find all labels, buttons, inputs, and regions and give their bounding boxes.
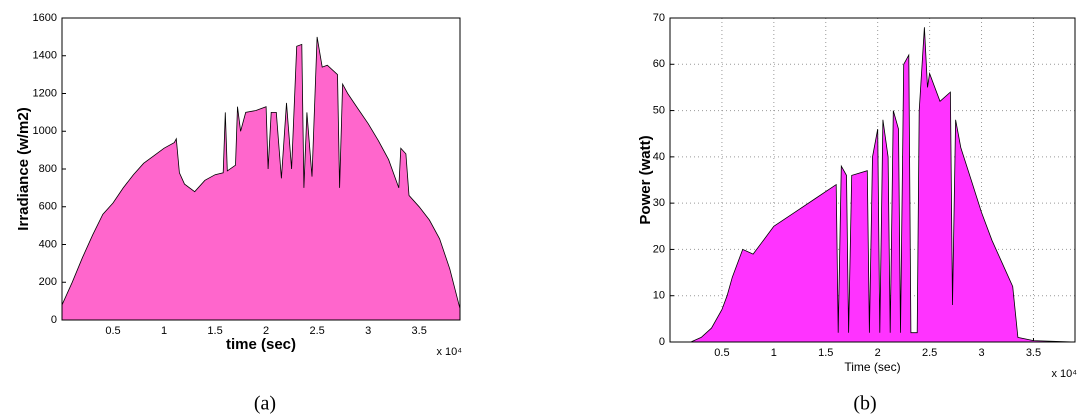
area-edge: [670, 27, 1076, 343]
y-tick-label: 0: [659, 336, 665, 348]
y-tick-label: 0: [51, 314, 57, 326]
x-tick-label: 0.5: [105, 325, 120, 337]
x-tick-label: 1: [771, 347, 777, 359]
y-tick-label: 10: [653, 290, 665, 302]
x-multiplier: x 10⁴: [436, 346, 462, 358]
x-tick-label: 1.5: [818, 347, 833, 359]
x-tick-label: 3: [978, 347, 984, 359]
y-tick-label: 1600: [33, 12, 57, 24]
axes-box: [669, 17, 1076, 343]
x-axis-label: time (sec): [226, 336, 296, 353]
x-multiplier: x 10⁴: [1051, 368, 1077, 380]
y-axis-label: Irradiance (w/m2): [15, 107, 32, 230]
y-tick-label: 20: [653, 243, 665, 255]
x-tick-label: 3.5: [412, 325, 427, 337]
x-tick-label: 1.5: [207, 325, 222, 337]
y-tick-label: 600: [39, 201, 57, 213]
y-tick-label: 50: [653, 104, 665, 116]
y-tick-label: 800: [39, 163, 57, 175]
x-axis-label: Time (sec): [844, 360, 900, 374]
y-tick-label: 400: [39, 238, 57, 250]
caption: (b): [853, 393, 876, 415]
x-tick-label: 2.5: [922, 347, 937, 359]
y-tick-label: 70: [653, 12, 665, 24]
y-tick-label: 1000: [33, 125, 57, 137]
caption: (a): [254, 393, 276, 415]
x-tick-label: 3: [365, 325, 371, 337]
y-tick-label: 30: [653, 197, 665, 209]
x-tick-label: 2.5: [309, 325, 324, 337]
x-tick-label: 2: [875, 347, 881, 359]
x-tick-label: 2: [263, 325, 269, 337]
area: [670, 27, 1075, 343]
x-tick-label: 3.5: [1026, 347, 1041, 359]
y-axis-label: Power (watt): [637, 135, 654, 224]
y-tick-label: 200: [39, 276, 57, 288]
y-tick-label: 60: [653, 58, 665, 70]
area-edge: [61, 36, 461, 309]
y-tick-label: 40: [653, 151, 665, 163]
axes-box: [61, 17, 461, 321]
y-tick-label: 1400: [33, 50, 57, 62]
x-tick-label: 0.5: [714, 347, 729, 359]
area: [62, 36, 460, 321]
y-tick-label: 1200: [33, 87, 57, 99]
x-tick-label: 1: [161, 325, 167, 337]
